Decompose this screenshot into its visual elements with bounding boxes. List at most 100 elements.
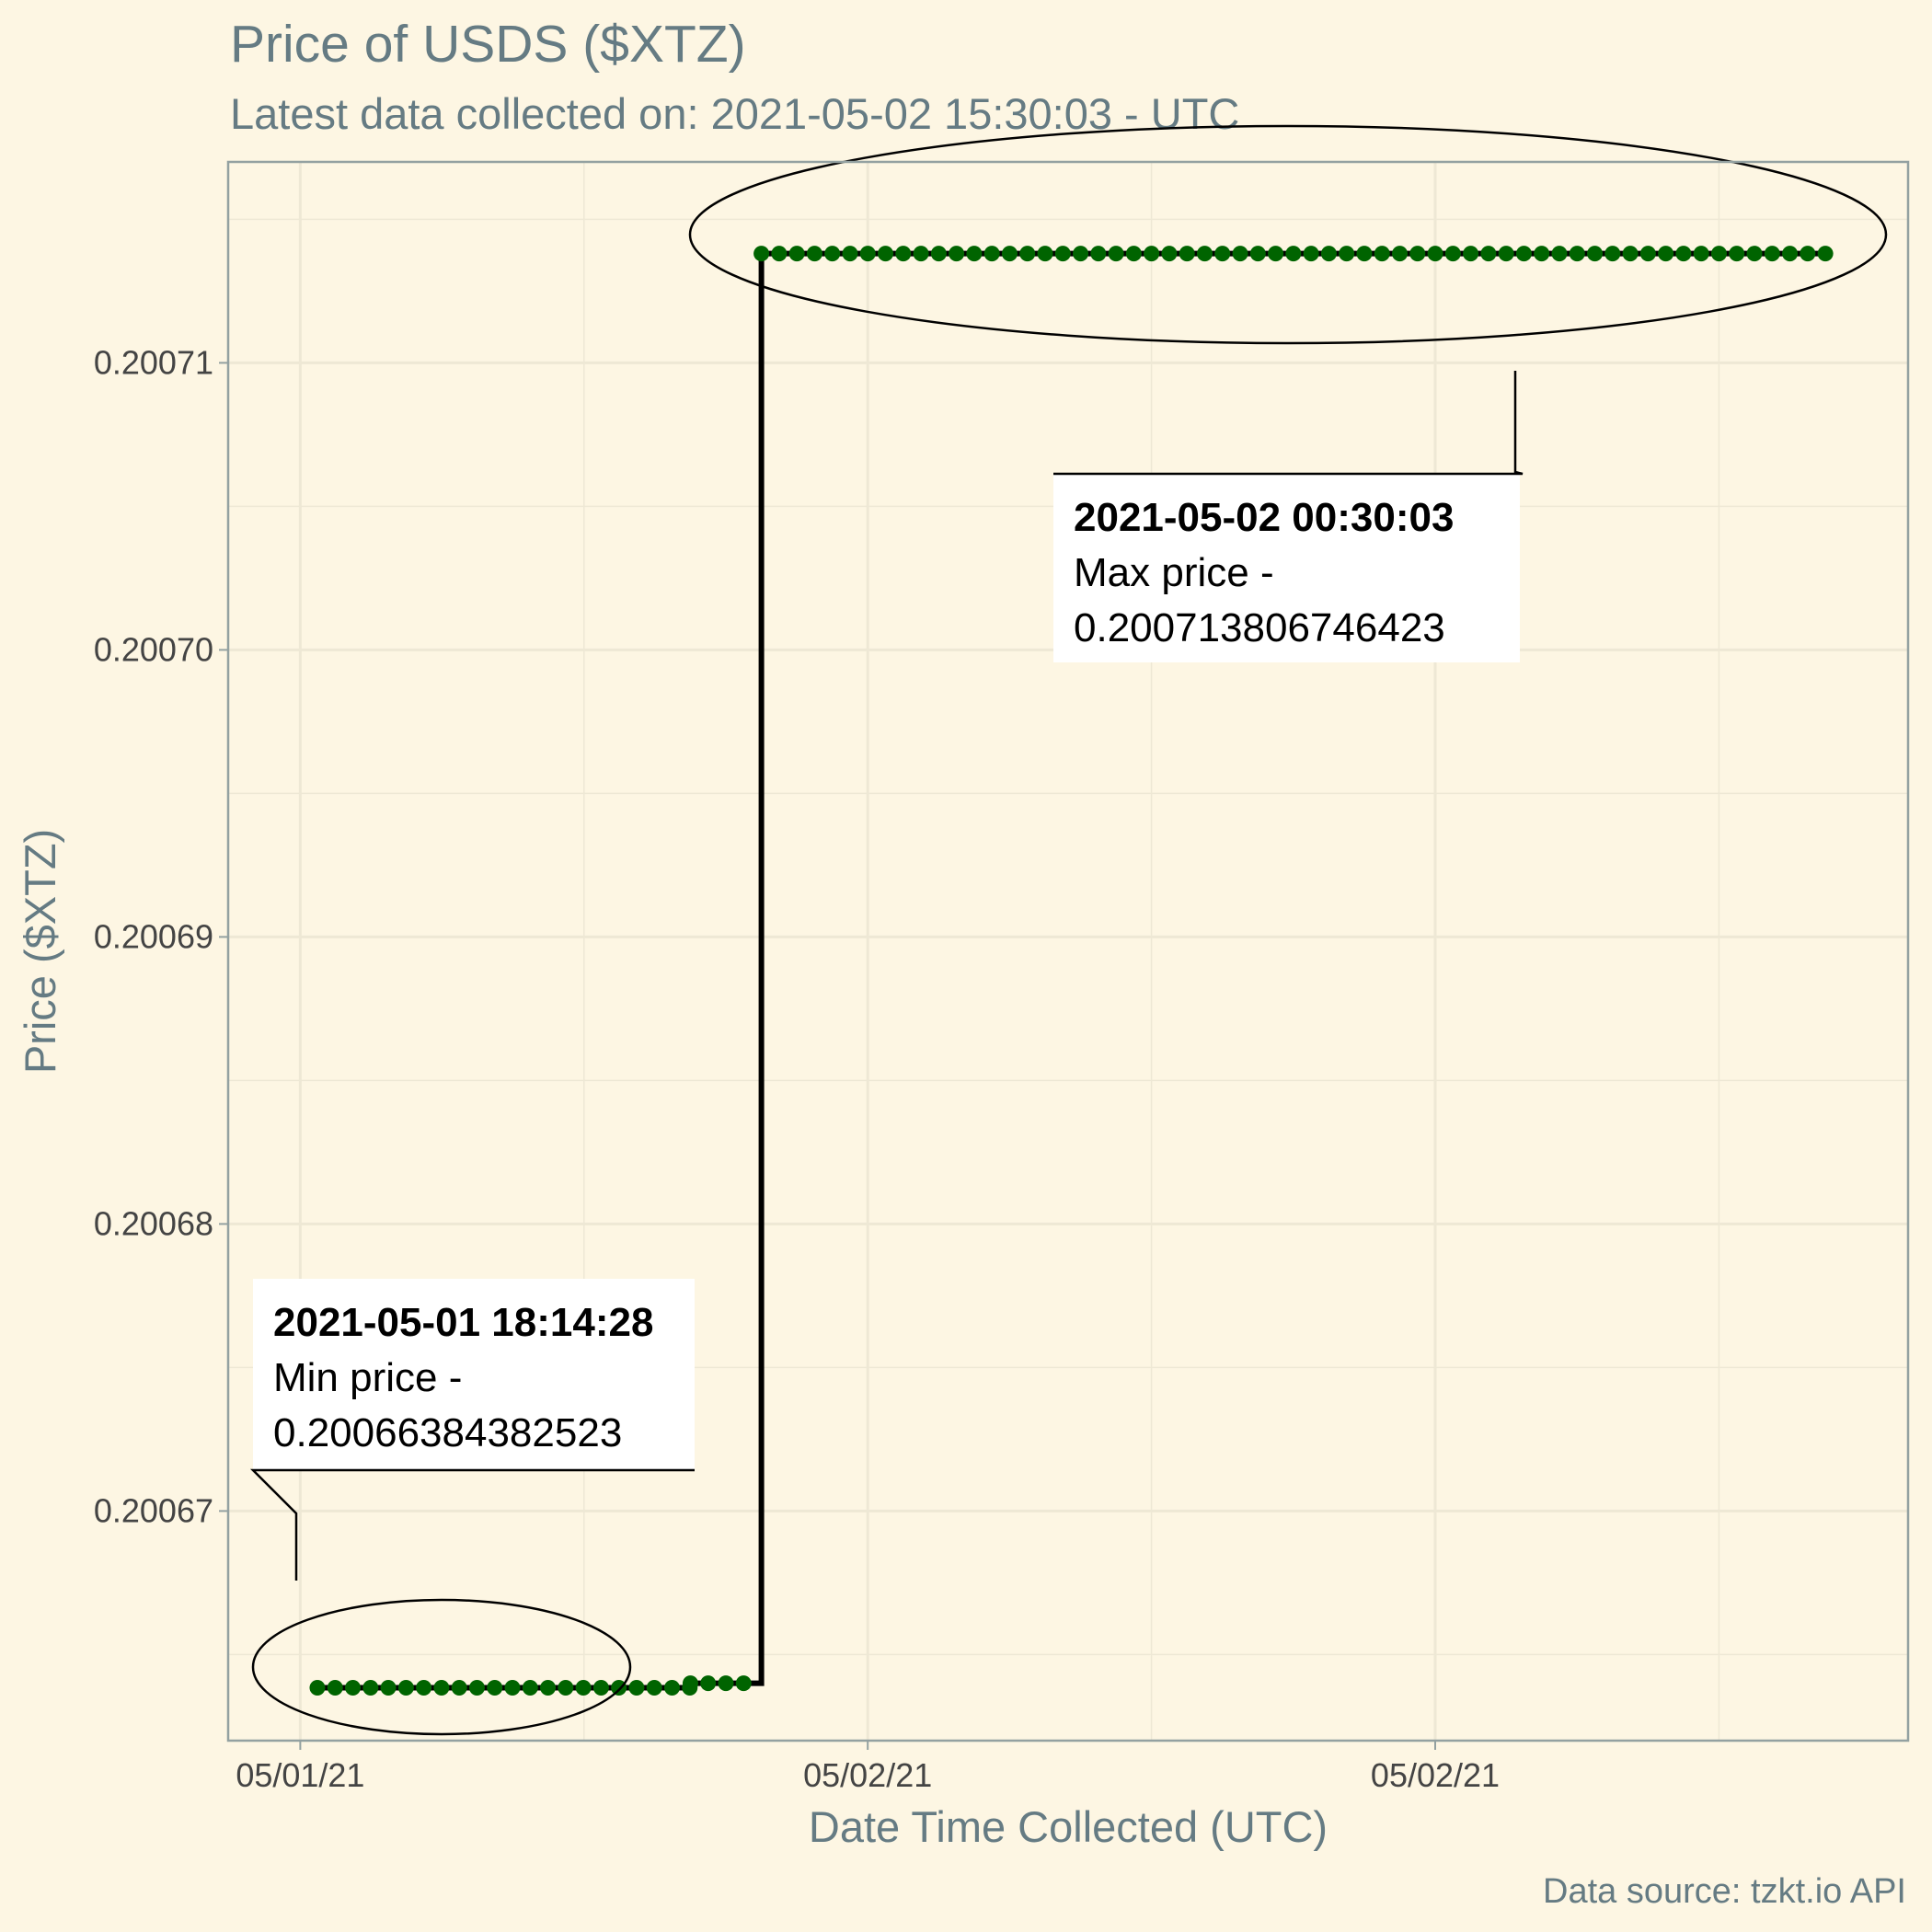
- price-point: [362, 1679, 379, 1696]
- price-point: [1320, 246, 1337, 262]
- min-price-highlight: [251, 1598, 632, 1736]
- price-point: [1161, 246, 1178, 262]
- price-point: [558, 1679, 574, 1696]
- min-price-annotation-line: 0.20066384382523: [273, 1410, 622, 1455]
- price-point: [878, 246, 894, 262]
- price-point: [913, 246, 929, 262]
- price-point: [806, 246, 822, 262]
- price-point: [1374, 246, 1390, 262]
- price-point: [1090, 246, 1107, 262]
- price-point: [1409, 246, 1426, 262]
- price-point: [966, 246, 983, 262]
- data-layer: [309, 246, 1834, 1696]
- chart-subtitle: Latest data collected on: 2021-05-02 15:…: [230, 89, 1239, 138]
- price-point: [1604, 246, 1621, 262]
- price-point: [1339, 246, 1355, 262]
- price-point: [1427, 246, 1443, 262]
- price-point: [1019, 246, 1036, 262]
- price-point: [1356, 246, 1373, 262]
- price-point: [628, 1679, 645, 1696]
- price-point: [718, 1675, 734, 1692]
- min-price-annotation-title: 2021-05-01 18:14:28: [273, 1300, 653, 1345]
- price-point: [682, 1675, 698, 1692]
- price-point: [700, 1675, 717, 1692]
- max-price-annotation-line: 0.200713806746423: [1074, 605, 1445, 650]
- max-price-highlight: [688, 124, 1888, 345]
- price-point: [468, 1679, 485, 1696]
- price-point: [540, 1679, 557, 1696]
- price-point: [930, 246, 947, 262]
- price-point: [1214, 246, 1231, 262]
- price-point: [1303, 246, 1319, 262]
- price-point: [1551, 246, 1568, 262]
- price-point: [983, 246, 1000, 262]
- price-point: [1144, 246, 1160, 262]
- price-point: [1054, 246, 1071, 262]
- chart-title: Price of USDS ($XTZ): [230, 15, 746, 74]
- x-tick-label: 05/02/21: [803, 1756, 932, 1794]
- price-point: [1800, 246, 1816, 262]
- price-point: [433, 1679, 450, 1696]
- x-axis-title: Date Time Collected (UTC): [809, 1802, 1328, 1851]
- price-point: [1675, 246, 1692, 262]
- data-source-caption: Data source: tzkt.io API: [1543, 1872, 1906, 1911]
- y-tick-label: 0.20070: [94, 630, 213, 668]
- price-point: [1817, 246, 1834, 262]
- price-point: [1232, 246, 1248, 262]
- max-price-annotation-line: Max price -: [1074, 550, 1274, 595]
- price-point: [1534, 246, 1550, 262]
- price-point: [1622, 246, 1639, 262]
- price-point: [611, 1679, 627, 1696]
- price-point: [646, 1679, 662, 1696]
- price-point: [487, 1679, 503, 1696]
- y-axis-title: Price ($XTZ): [16, 829, 64, 1074]
- price-point: [859, 246, 876, 262]
- price-point: [309, 1679, 326, 1696]
- price-point: [824, 246, 841, 262]
- price-point: [380, 1679, 397, 1696]
- price-point: [1444, 246, 1461, 262]
- price-point: [1001, 246, 1018, 262]
- price-point: [771, 246, 788, 262]
- price-point: [842, 246, 858, 262]
- price-point: [1515, 246, 1532, 262]
- price-point: [1710, 246, 1727, 262]
- price-point: [1480, 246, 1497, 262]
- price-point: [753, 246, 770, 262]
- x-tick-label: 05/02/21: [1371, 1756, 1500, 1794]
- y-tick-label: 0.20069: [94, 917, 213, 955]
- price-point: [1268, 246, 1284, 262]
- min-price-annotation-line: Min price -: [273, 1355, 462, 1400]
- y-tick-label: 0.20068: [94, 1204, 213, 1242]
- price-point: [504, 1679, 521, 1696]
- price-point: [895, 246, 912, 262]
- price-point: [1569, 246, 1585, 262]
- price-point: [416, 1679, 432, 1696]
- price-point: [1693, 246, 1709, 262]
- price-point: [788, 246, 805, 262]
- price-point: [1729, 246, 1745, 262]
- price-point: [1037, 246, 1053, 262]
- price-point: [1392, 246, 1409, 262]
- price-point: [345, 1679, 362, 1696]
- price-point: [1587, 246, 1604, 262]
- annotation-layer: 2021-05-01 18:14:28 Min price - 0.20066384…: [249, 124, 1888, 1736]
- price-point: [1285, 246, 1302, 262]
- y-tick-label: 0.20067: [94, 1491, 213, 1529]
- price-point: [451, 1679, 467, 1696]
- price-point: [1782, 246, 1799, 262]
- grid-layer: [228, 162, 1908, 1741]
- price-point: [1746, 246, 1763, 262]
- min-price-leader-line: [249, 1468, 695, 1581]
- price-point: [1764, 246, 1780, 262]
- price-point: [575, 1679, 592, 1696]
- price-point: [1125, 246, 1142, 262]
- price-point: [1498, 246, 1514, 262]
- price-point: [735, 1675, 752, 1692]
- price-point: [1179, 246, 1195, 262]
- price-point: [1073, 246, 1089, 262]
- price-point: [1249, 246, 1266, 262]
